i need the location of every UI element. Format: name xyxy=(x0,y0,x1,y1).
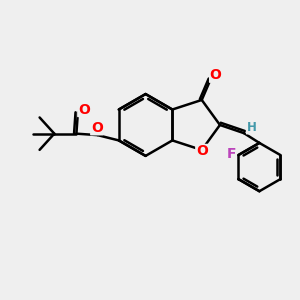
Text: O: O xyxy=(210,68,221,82)
Text: O: O xyxy=(91,121,103,135)
Text: H: H xyxy=(247,121,256,134)
Text: F: F xyxy=(226,146,236,161)
Text: O: O xyxy=(196,145,208,158)
Text: O: O xyxy=(78,103,90,116)
